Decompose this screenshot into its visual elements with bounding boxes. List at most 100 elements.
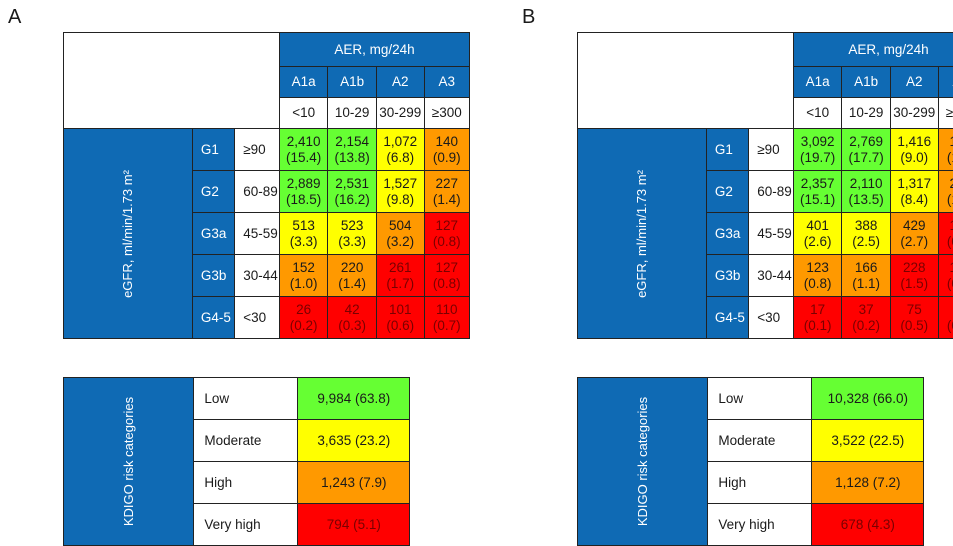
cell-count: 166 bbox=[854, 259, 878, 275]
gfr-category-range: 60-89 bbox=[748, 170, 794, 213]
egfr-axis-title-text: eGFR, ml/min/1.73 m² bbox=[633, 169, 649, 298]
heatmap-cell: 401 (2.6) bbox=[792, 212, 843, 255]
cell-count: 3,092 bbox=[800, 133, 835, 149]
heatmap-cell: 127 (0.8) bbox=[423, 254, 471, 297]
cell-percent: (0.1) bbox=[803, 317, 832, 333]
cell-count: 127 bbox=[435, 259, 459, 275]
aer-category-range: 10-29 bbox=[327, 97, 377, 129]
cell-count: 388 bbox=[854, 217, 878, 233]
risk-category-value: 9,984 (63.8) bbox=[297, 377, 411, 420]
heatmap-cell: 513 (3.3) bbox=[278, 212, 329, 255]
cell-percent: (19.7) bbox=[800, 149, 836, 165]
heatmap-cell: 42 (0.3) bbox=[327, 296, 377, 339]
risk-axis-title: KDIGO risk categories bbox=[62, 377, 195, 546]
cell-count: 2,769 bbox=[849, 133, 884, 149]
cell-percent: (0.8) bbox=[803, 275, 832, 291]
heatmap-cell: 233(1.5) bbox=[937, 170, 953, 213]
cell-percent: (9.0) bbox=[900, 149, 929, 165]
cell-count: 1,072 bbox=[383, 133, 418, 149]
cell-percent: (1.4) bbox=[338, 275, 367, 291]
gfr-category-code: G4-5 bbox=[705, 296, 750, 339]
heatmap-cell: 504 (3.2) bbox=[375, 212, 425, 255]
cell-count: 429 bbox=[902, 217, 926, 233]
aer-category-code: A3 bbox=[937, 66, 953, 98]
gfr-category-range: 60-89 bbox=[234, 170, 280, 213]
risk-category-value: 10,328 (66.0) bbox=[811, 377, 925, 420]
cell-count: 17 bbox=[810, 301, 826, 317]
heatmap-cell: 26 (0.2) bbox=[278, 296, 329, 339]
aer-category-range: ≥300 bbox=[937, 97, 953, 129]
heatmap-cell: 37 (0.2) bbox=[841, 296, 891, 339]
heatmap-cell: 2,110 (13.5) bbox=[841, 170, 891, 213]
risk-category-label: Very high bbox=[193, 503, 299, 546]
risk-category-value: 1,243 (7.9) bbox=[297, 461, 411, 504]
corner-blank bbox=[63, 32, 280, 129]
gfr-category-code: G3a bbox=[705, 212, 750, 255]
cell-percent: (6.8) bbox=[386, 149, 415, 165]
aer-category-range: ≥300 bbox=[423, 97, 471, 129]
cell-count: 504 bbox=[388, 217, 412, 233]
heatmap-cell: 388 (2.5) bbox=[841, 212, 891, 255]
cell-percent: (15.4) bbox=[286, 149, 322, 165]
cell-percent: (0.7) bbox=[946, 233, 953, 249]
cell-percent: (0.9) bbox=[432, 149, 461, 165]
cell-percent: (15.1) bbox=[800, 191, 836, 207]
gfr-category-code: G2 bbox=[191, 170, 236, 213]
gfr-category-range: 30-44 bbox=[234, 254, 280, 297]
cell-count: 123 bbox=[806, 259, 829, 275]
risk-category-table: KDIGO risk categories Low 9,984 (63.8) Mode… bbox=[62, 377, 411, 546]
aer-category-code: A1b bbox=[841, 66, 891, 98]
cell-count: 101 bbox=[388, 301, 412, 317]
heatmap-cell: 227 (1.4) bbox=[423, 170, 471, 213]
cell-count: 513 bbox=[292, 217, 315, 233]
cell-count: 95 bbox=[939, 302, 953, 318]
heatmap-cell: 127 (0.8) bbox=[423, 212, 471, 255]
heatmap-cell: 1,317 (8.4) bbox=[889, 170, 939, 213]
gfr-category-range: <30 bbox=[748, 296, 794, 339]
risk-category-value: 678 (4.3) bbox=[811, 503, 925, 546]
heatmap-cell: 101 (0.6) bbox=[375, 296, 425, 339]
aer-category-code: A1a bbox=[278, 66, 329, 98]
cell-percent: (0.3) bbox=[338, 317, 367, 333]
gfr-category-range: 45-59 bbox=[748, 212, 794, 255]
cell-count: 2,889 bbox=[286, 175, 321, 191]
heatmap-cell: 1,527 (9.8) bbox=[375, 170, 425, 213]
cell-count: 2,531 bbox=[335, 175, 370, 191]
risk-category-label: High bbox=[193, 461, 299, 504]
heatmap-cell: 523 (3.3) bbox=[327, 212, 377, 255]
corner-blank bbox=[577, 32, 794, 129]
gfr-category-range: ≥90 bbox=[234, 128, 280, 171]
cell-percent: (0.8) bbox=[946, 275, 953, 291]
risk-category-label: Moderate bbox=[193, 419, 299, 462]
cell-percent: (17.7) bbox=[848, 149, 884, 165]
aer-category-range: 10-29 bbox=[841, 97, 891, 129]
heatmap-cell: 1,416 (9.0) bbox=[889, 128, 939, 171]
risk-axis-title-text: KDIGO risk categories bbox=[635, 396, 651, 527]
heatmap-cell: 2,357 (15.1) bbox=[792, 170, 843, 213]
heatmap-cell: 105(0.7) bbox=[937, 212, 953, 255]
egfr-axis-title-text: eGFR, ml/min/1.73 m² bbox=[119, 169, 135, 298]
gfr-category-code: G3b bbox=[191, 254, 236, 297]
cell-percent: (0.2) bbox=[289, 317, 318, 333]
risk-category-label: High bbox=[707, 461, 813, 504]
risk-axis-title: KDIGO risk categories bbox=[576, 377, 709, 546]
cell-count: 37 bbox=[858, 301, 874, 317]
cell-percent: (3.3) bbox=[289, 233, 318, 249]
cell-count: 26 bbox=[296, 301, 312, 317]
panel-a: A AER, mg/24h A1a A1b A2 A3 <10 10-29 30-299 ≥30… bbox=[0, 0, 471, 546]
cell-count: 2,154 bbox=[335, 133, 370, 149]
cell-count: 2,410 bbox=[286, 133, 321, 149]
cell-percent: (1.5) bbox=[900, 275, 929, 291]
panel-label: A bbox=[8, 6, 22, 28]
cell-percent: (13.5) bbox=[848, 191, 884, 207]
heatmap-cell: 166 (1.1) bbox=[841, 254, 891, 297]
heatmap-cell: 220 (1.4) bbox=[327, 254, 377, 297]
cell-count: 228 bbox=[902, 259, 926, 275]
cell-percent: (0.6) bbox=[946, 317, 953, 333]
cell-percent: (2.7) bbox=[900, 233, 929, 249]
gfr-category-range: 45-59 bbox=[234, 212, 280, 255]
heatmap-cell: 2,769 (17.7) bbox=[841, 128, 891, 171]
aer-category-range: <10 bbox=[278, 97, 329, 129]
